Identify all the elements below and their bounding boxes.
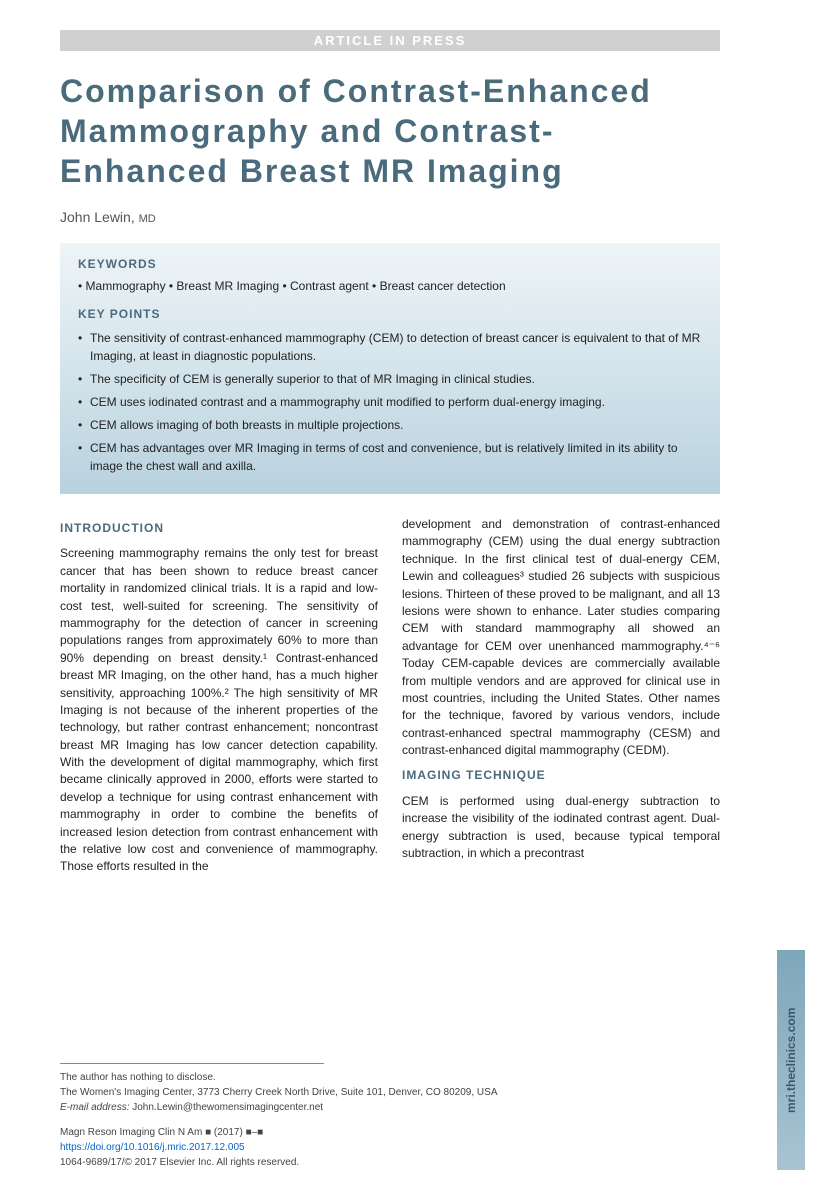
- intro-paragraph-left: Screening mammography remains the only t…: [60, 545, 378, 875]
- keypoint-item: CEM uses iodinated contrast and a mammog…: [78, 393, 702, 411]
- body-columns: INTRODUCTION Screening mammography remai…: [60, 516, 720, 884]
- column-left: INTRODUCTION Screening mammography remai…: [60, 516, 378, 884]
- footer-block: The author has nothing to disclose. The …: [60, 1063, 720, 1170]
- article-in-press-banner: ARTICLE IN PRESS: [60, 30, 720, 51]
- keywords-keypoints-box: KEYWORDS • Mammography • Breast MR Imagi…: [60, 243, 720, 494]
- keywords-heading: KEYWORDS: [78, 257, 702, 271]
- technique-paragraph: CEM is performed using dual-energy subtr…: [402, 793, 720, 863]
- email-address[interactable]: John.Lewin@thewomensimagingcenter.net: [132, 1102, 323, 1113]
- doi-link[interactable]: https://doi.org/10.1016/j.mric.2017.12.0…: [60, 1140, 720, 1155]
- footer-divider: [60, 1063, 324, 1064]
- imaging-technique-heading: IMAGING TECHNIQUE: [402, 767, 720, 784]
- keypoint-item: The sensitivity of contrast-enhanced mam…: [78, 329, 702, 365]
- affiliation-line: The Women's Imaging Center, 3773 Cherry …: [60, 1085, 720, 1100]
- side-tab-url[interactable]: mri.theclinics.com: [777, 950, 805, 1170]
- email-label: E-mail address:: [60, 1102, 129, 1113]
- author-line: John Lewin, MD: [60, 209, 720, 225]
- intro-paragraph-right: development and demonstration of contras…: [402, 516, 720, 759]
- keypoints-list: The sensitivity of contrast-enhanced mam…: [78, 329, 702, 475]
- author-name: John Lewin,: [60, 209, 135, 225]
- keywords-line: • Mammography • Breast MR Imaging • Cont…: [78, 279, 702, 293]
- keypoint-item: The specificity of CEM is generally supe…: [78, 370, 702, 388]
- introduction-heading: INTRODUCTION: [60, 520, 378, 537]
- disclosure-line: The author has nothing to disclose.: [60, 1070, 720, 1085]
- article-title: Comparison of Contrast-Enhanced Mammogra…: [60, 71, 720, 191]
- keypoints-heading: KEY POINTS: [78, 307, 702, 321]
- author-credentials: MD: [139, 213, 156, 225]
- column-right: development and demonstration of contras…: [402, 516, 720, 884]
- copyright-line: 1064-9689/17/© 2017 Elsevier Inc. All ri…: [60, 1155, 720, 1170]
- keypoint-item: CEM allows imaging of both breasts in mu…: [78, 416, 702, 434]
- keypoint-item: CEM has advantages over MR Imaging in te…: [78, 439, 702, 475]
- journal-citation: Magn Reson Imaging Clin N Am ■ (2017) ■–…: [60, 1125, 720, 1140]
